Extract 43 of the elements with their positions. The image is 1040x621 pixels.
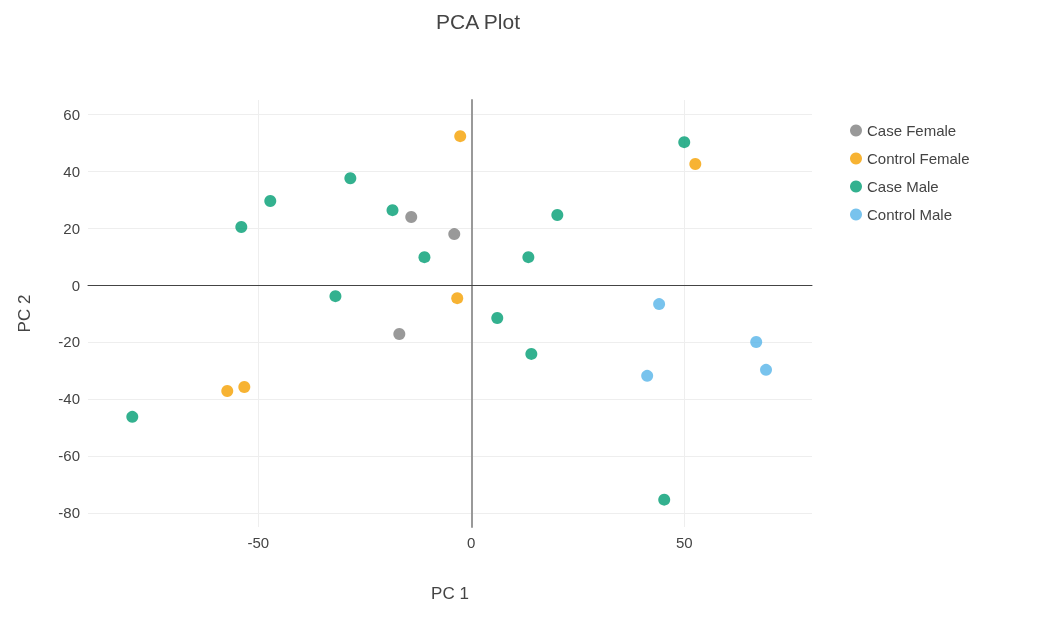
point <box>658 493 671 506</box>
point <box>235 220 248 233</box>
point <box>405 211 418 223</box>
point <box>344 172 357 185</box>
legend-label: Control Male <box>867 206 953 223</box>
x-tick-label: 50 <box>675 534 693 551</box>
y-tick-label: -20 <box>58 333 80 351</box>
point <box>689 158 702 171</box>
chart-title: PCA Plot <box>435 10 521 33</box>
point <box>760 363 772 376</box>
legend-label: Case Female <box>867 122 957 139</box>
point <box>454 130 467 143</box>
point <box>750 335 763 348</box>
x-tick-label: -50 <box>247 534 270 551</box>
point <box>448 228 461 241</box>
point <box>522 251 535 264</box>
point <box>418 251 431 264</box>
y-tick-label: 60 <box>63 105 80 123</box>
y-tick-label: -80 <box>58 504 80 522</box>
point <box>393 328 406 340</box>
point <box>551 209 564 221</box>
y-axis-title: PC 2 <box>15 294 34 333</box>
point <box>386 204 399 217</box>
y-tick-label: -40 <box>58 390 80 408</box>
x-axis-title: PC 1 <box>431 584 469 603</box>
point <box>238 380 251 393</box>
point <box>491 312 504 325</box>
point <box>329 290 342 303</box>
point <box>221 384 234 397</box>
y-tick-label: 0 <box>71 276 80 294</box>
point <box>126 410 139 423</box>
point <box>641 369 654 382</box>
point <box>525 347 538 360</box>
point <box>653 298 666 311</box>
y-tick-label: 20 <box>63 219 80 237</box>
legend-label: Control Female <box>867 150 970 167</box>
y-tick-label: -60 <box>58 447 80 465</box>
legend-label: Case Male <box>867 178 939 195</box>
x-tick-label: 0 <box>467 534 476 551</box>
y-tick-label: 40 <box>63 162 80 180</box>
point <box>451 292 464 305</box>
point <box>678 136 691 149</box>
point <box>264 195 277 208</box>
